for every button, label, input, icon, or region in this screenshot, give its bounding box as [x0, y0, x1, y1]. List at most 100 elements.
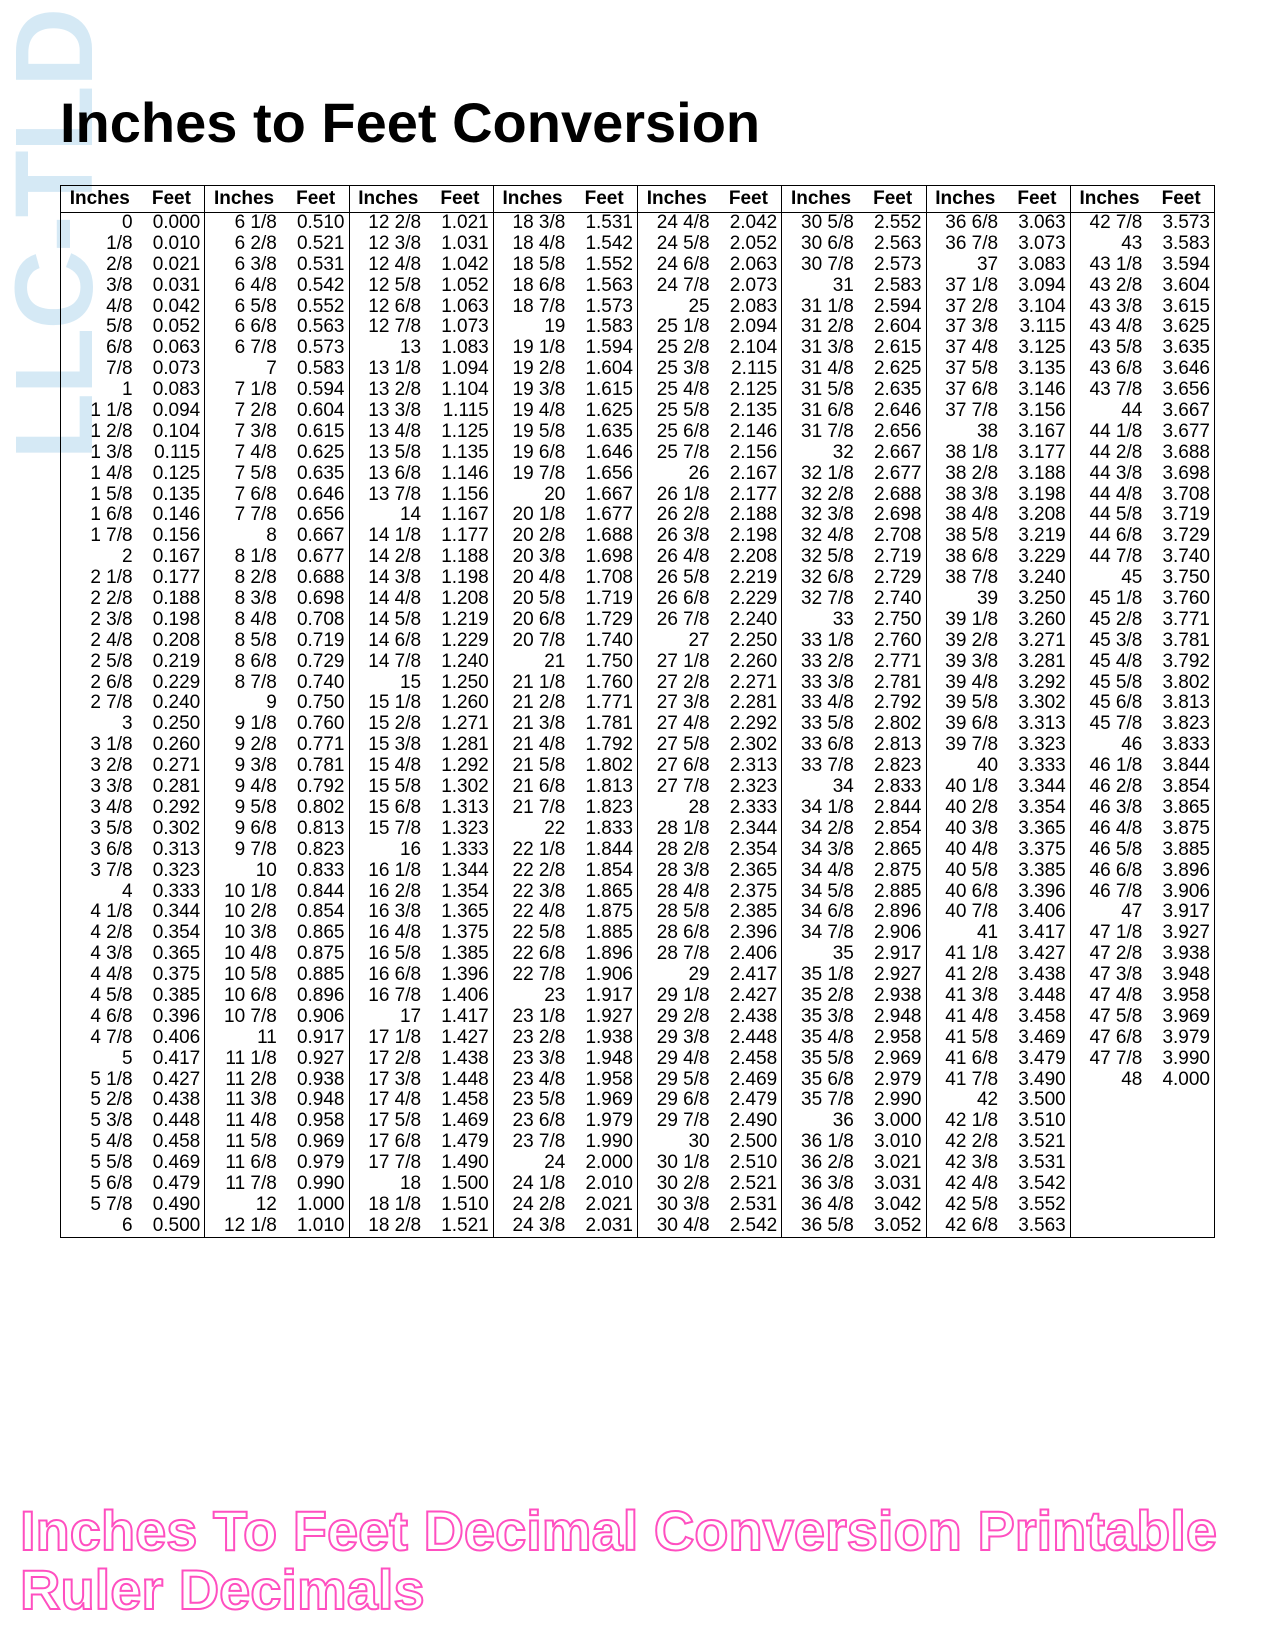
table-row: 9 3/80.781: [205, 756, 348, 777]
cell-feet: 2.208: [718, 547, 782, 568]
table-row: 20 5/81.719: [494, 589, 637, 610]
cell-feet: 2.896: [862, 902, 926, 923]
table-row: 13 5/81.135: [350, 443, 493, 464]
cell-feet: 1.729: [573, 610, 637, 631]
table-row: 90.750: [205, 693, 348, 714]
cell-inches: 25 6/8: [638, 422, 718, 443]
cell-feet: 2.885: [862, 882, 926, 903]
cell-inches: 22 2/8: [494, 861, 574, 882]
table-row: 29 6/82.479: [638, 1090, 781, 1111]
table-row: 34 6/82.896: [782, 902, 925, 923]
table-row: 12 5/81.052: [350, 276, 493, 297]
cell-feet: 3.833: [1150, 735, 1214, 756]
cell-feet: 1.750: [573, 652, 637, 673]
cell-feet: 2.323: [718, 777, 782, 798]
table-row: 47 6/83.979: [1071, 1028, 1214, 1049]
cell-inches: 6 4/8: [205, 276, 285, 297]
cell-feet: 1.896: [573, 944, 637, 965]
cell-feet: 1.552: [573, 255, 637, 276]
table-row: 221.833: [494, 819, 637, 840]
cell-feet: 0.448: [141, 1111, 205, 1132]
cell-inches: 40 3/8: [927, 819, 1007, 840]
cell-inches: 18 1/8: [350, 1195, 430, 1216]
table-row: 42 6/83.563: [927, 1216, 1070, 1237]
table-row: 8 2/80.688: [205, 568, 348, 589]
cell-inches: 26 2/8: [638, 505, 718, 526]
cell-feet: 1.229: [429, 631, 493, 652]
table-row: 19 3/81.615: [494, 380, 637, 401]
table-row: 13 3/81.115: [350, 401, 493, 422]
cell-feet: 3.688: [1150, 443, 1214, 464]
cell-feet: 2.094: [718, 317, 782, 338]
cell-feet: 0.104: [141, 422, 205, 443]
cell-inches: 20 1/8: [494, 505, 574, 526]
table-row: 6 6/80.563: [205, 317, 348, 338]
cell-feet: 0.823: [285, 840, 349, 861]
cell-inches: 23 5/8: [494, 1090, 574, 1111]
cell-feet: 0.969: [285, 1132, 349, 1153]
table-row: 20.167: [61, 547, 204, 568]
table-row: 26 5/82.219: [638, 568, 781, 589]
table-row: 20 2/81.688: [494, 526, 637, 547]
table-row: 453.750: [1071, 568, 1214, 589]
cell-feet: 3.135: [1006, 359, 1070, 380]
cell-feet: 1.708: [573, 568, 637, 589]
footer-line-2: Ruler Decimals: [20, 1558, 425, 1621]
table-row: 9 5/80.802: [205, 798, 348, 819]
table-row: 19 5/81.635: [494, 422, 637, 443]
table-row: 39 5/83.302: [927, 693, 1070, 714]
cell-feet: 1.177: [429, 526, 493, 547]
cell-inches: 17 7/8: [350, 1153, 430, 1174]
cell-feet: 3.052: [862, 1216, 926, 1237]
table-row: 5 3/80.448: [61, 1111, 204, 1132]
cell-inches: 25 7/8: [638, 443, 718, 464]
cell-inches: 39 5/8: [927, 693, 1007, 714]
table-row: 40 7/83.406: [927, 902, 1070, 923]
column-header: InchesFeet: [638, 185, 781, 213]
table-row: 28 1/82.344: [638, 819, 781, 840]
cell-inches: 31 2/8: [782, 317, 862, 338]
table-row: 33 4/82.792: [782, 693, 925, 714]
cell-feet: 3.927: [1150, 923, 1214, 944]
cell-inches: 29 1/8: [638, 986, 718, 1007]
cell-feet: 2.417: [718, 965, 782, 986]
table-row: 4 3/80.365: [61, 944, 204, 965]
cell-feet: 0.354: [141, 923, 205, 944]
table-row: 27 1/82.260: [638, 652, 781, 673]
cell-inches: 1 4/8: [61, 464, 141, 485]
cell-feet: 3.635: [1150, 338, 1214, 359]
cell-inches: 36 4/8: [782, 1195, 862, 1216]
cell-feet: 2.031: [573, 1216, 637, 1237]
cell-feet: 1.938: [573, 1028, 637, 1049]
cell-feet: 1.969: [573, 1090, 637, 1111]
cell-inches: 38 4/8: [927, 505, 1007, 526]
table-column: InchesFeet30 5/82.55230 6/82.56330 7/82.…: [781, 185, 925, 1238]
table-row: 2 3/80.198: [61, 610, 204, 631]
table-row: 25 3/82.115: [638, 359, 781, 380]
cell-feet: 1.240: [429, 652, 493, 673]
table-row: 12 4/81.042: [350, 255, 493, 276]
cell-feet: 0.135: [141, 485, 205, 506]
cell-inches: 11 5/8: [205, 1132, 285, 1153]
table-row: 2 2/80.188: [61, 589, 204, 610]
cell-feet: 3.323: [1006, 735, 1070, 756]
table-row: 1 2/80.104: [61, 422, 204, 443]
cell-inches: 13 7/8: [350, 485, 430, 506]
cell-feet: 2.500: [718, 1132, 782, 1153]
table-row: 32 7/82.740: [782, 589, 925, 610]
table-row: 43 1/83.594: [1071, 255, 1214, 276]
cell-feet: 2.438: [718, 1007, 782, 1028]
table-row: 19 6/81.646: [494, 443, 637, 464]
cell-inches: 10 5/8: [205, 965, 285, 986]
table-row: 6 7/80.573: [205, 338, 348, 359]
cell-feet: 3.396: [1006, 882, 1070, 903]
cell-feet: 1.958: [573, 1070, 637, 1091]
cell-feet: 1.656: [573, 464, 637, 485]
cell-feet: 2.948: [862, 1007, 926, 1028]
cell-feet: 2.188: [718, 505, 782, 526]
cell-inches: 39 6/8: [927, 714, 1007, 735]
cell-inches: 45 6/8: [1071, 693, 1151, 714]
cell-inches: 28 3/8: [638, 861, 718, 882]
table-row: 2 7/80.240: [61, 693, 204, 714]
cell-feet: 1.031: [429, 234, 493, 255]
